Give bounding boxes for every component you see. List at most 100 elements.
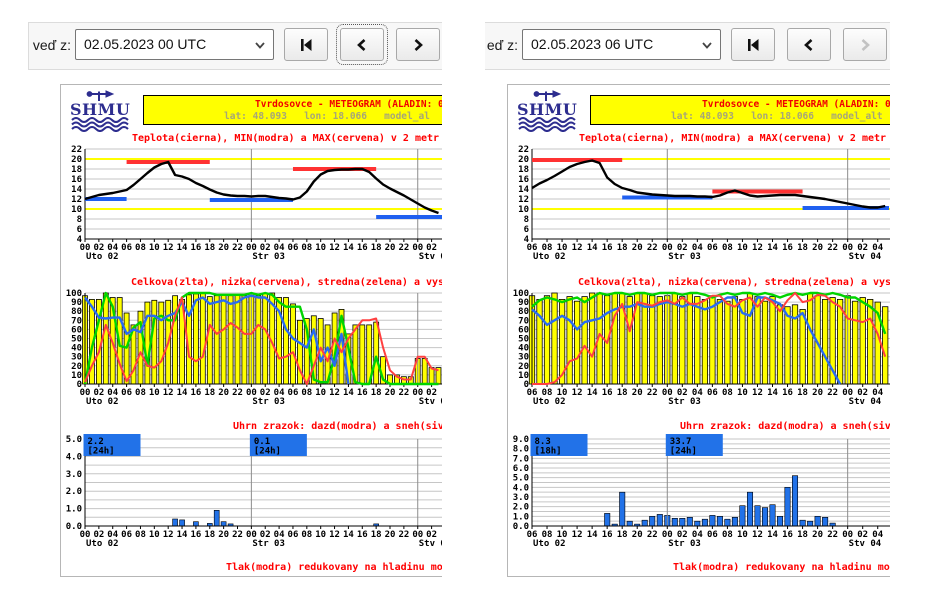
first-run-button[interactable] [284,28,328,61]
svg-text:20: 20 [385,243,396,253]
svg-text:0: 0 [77,380,82,390]
svg-text:22: 22 [647,243,658,253]
meteogram-image: SHMU Tvrdosovce - METEOGRAM (ALADIN: 02/… [60,84,442,577]
meteogram-titlebar: Tvrdosovce - METEOGRAM (ALADIN: 02/0 lat… [590,95,890,125]
svg-text:60: 60 [71,325,82,335]
svg-text:10: 10 [557,530,568,540]
svg-text:5.0: 5.0 [66,435,82,445]
svg-text:18: 18 [617,388,628,398]
svg-text:14: 14 [587,243,598,253]
shmu-logo: SHMU [70,90,130,132]
svg-text:8: 8 [77,215,82,225]
svg-text:0.0: 0.0 [513,522,529,532]
svg-text:Stv 0: Stv 0 [419,539,442,549]
svg-text:90: 90 [71,298,82,308]
svg-text:12: 12 [163,243,174,253]
skip-to-start-icon [748,38,759,51]
svg-text:22: 22 [232,530,243,540]
meteogram-image: SHMU Tvrdosovce - METEOGRAM (ALADIN: 02/… [507,84,890,577]
run-select[interactable]: 02.05.2023 00 UTC [75,29,274,60]
svg-text:12: 12 [752,243,763,253]
svg-text:Str 03: Str 03 [668,539,701,549]
svg-text:18: 18 [617,530,628,540]
svg-text:1.0: 1.0 [513,512,529,522]
svg-text:06: 06 [288,243,299,253]
svg-text:02: 02 [93,388,104,398]
svg-text:40: 40 [71,344,82,354]
svg-text:04: 04 [107,530,118,540]
svg-text:02: 02 [93,243,104,253]
svg-text:16: 16 [518,175,529,185]
svg-text:22: 22 [232,243,243,253]
svg-text:00: 00 [662,388,673,398]
svg-text:100: 100 [513,289,529,299]
svg-text:16: 16 [357,530,368,540]
svg-text:100: 100 [66,289,82,299]
svg-text:16: 16 [190,243,201,253]
run-select-value: 02.05.2023 06 UTC [531,36,654,52]
prev-run-button[interactable] [336,24,388,65]
svg-text:12: 12 [572,243,583,253]
svg-text:18: 18 [204,243,215,253]
svg-text:04: 04 [274,530,285,540]
svg-text:06: 06 [527,530,538,540]
svg-text:10: 10 [315,388,326,398]
prev-run-button[interactable] [787,28,831,61]
svg-text:02: 02 [857,388,868,398]
svg-text:Uto 02: Uto 02 [86,252,119,262]
svg-text:Str 03: Str 03 [668,397,701,407]
svg-text:10: 10 [518,205,529,215]
svg-text:02: 02 [677,388,688,398]
svg-text:08: 08 [722,530,733,540]
run-select-value: 02.05.2023 00 UTC [84,36,207,52]
svg-text:02: 02 [857,243,868,253]
svg-text:5.0: 5.0 [513,474,529,484]
svg-text:14: 14 [177,388,188,398]
run-select[interactable]: 02.05.2023 06 UTC [522,29,721,60]
svg-text:16: 16 [782,530,793,540]
svg-text:00: 00 [842,388,853,398]
svg-text:Stv 0: Stv 0 [419,252,442,262]
precipitation-chart: 0.01.02.03.04.05.000 02 04 06 08 10 12 14 16 18 20… [66,434,442,549]
svg-text:00: 00 [842,530,853,540]
svg-text:14: 14 [177,530,188,540]
svg-text:20: 20 [812,530,823,540]
svg-text:[24h]: [24h] [670,447,697,457]
chevron-right-icon [414,38,423,51]
svg-text:16: 16 [190,530,201,540]
svg-text:16: 16 [357,243,368,253]
svg-text:Uto 02: Uto 02 [533,539,566,549]
svg-text:00: 00 [412,243,423,253]
first-run-button[interactable] [731,28,775,61]
svg-text:[24h]: [24h] [254,447,281,457]
next-run-button[interactable] [843,28,887,61]
svg-text:08: 08 [542,530,553,540]
svg-text:10: 10 [737,243,748,253]
svg-text:14: 14 [767,243,778,253]
svg-text:12: 12 [329,388,340,398]
svg-text:30: 30 [71,353,82,363]
svg-text:00: 00 [80,388,91,398]
svg-text:10: 10 [737,388,748,398]
svg-text:16: 16 [190,388,201,398]
svg-text:4.0: 4.0 [66,452,82,462]
next-run-button[interactable] [396,28,440,61]
meteogram-title: Tvrdosovce - METEOGRAM (ALADIN: 02/0 [702,99,890,110]
svg-text:00: 00 [80,530,91,540]
svg-text:06: 06 [121,388,132,398]
svg-text:14: 14 [343,530,354,540]
svg-text:3.0: 3.0 [513,493,529,503]
svg-text:16: 16 [782,243,793,253]
svg-text:40: 40 [518,344,529,354]
svg-text:Str 03: Str 03 [252,397,285,407]
svg-text:02: 02 [426,530,437,540]
svg-text:30: 30 [518,353,529,363]
svg-text:14: 14 [518,185,529,195]
svg-text:06: 06 [707,388,718,398]
svg-text:20: 20 [71,155,82,165]
svg-text:04: 04 [872,388,883,398]
svg-text:06: 06 [288,388,299,398]
svg-text:12: 12 [572,530,583,540]
svg-text:Uto 02: Uto 02 [533,397,566,407]
